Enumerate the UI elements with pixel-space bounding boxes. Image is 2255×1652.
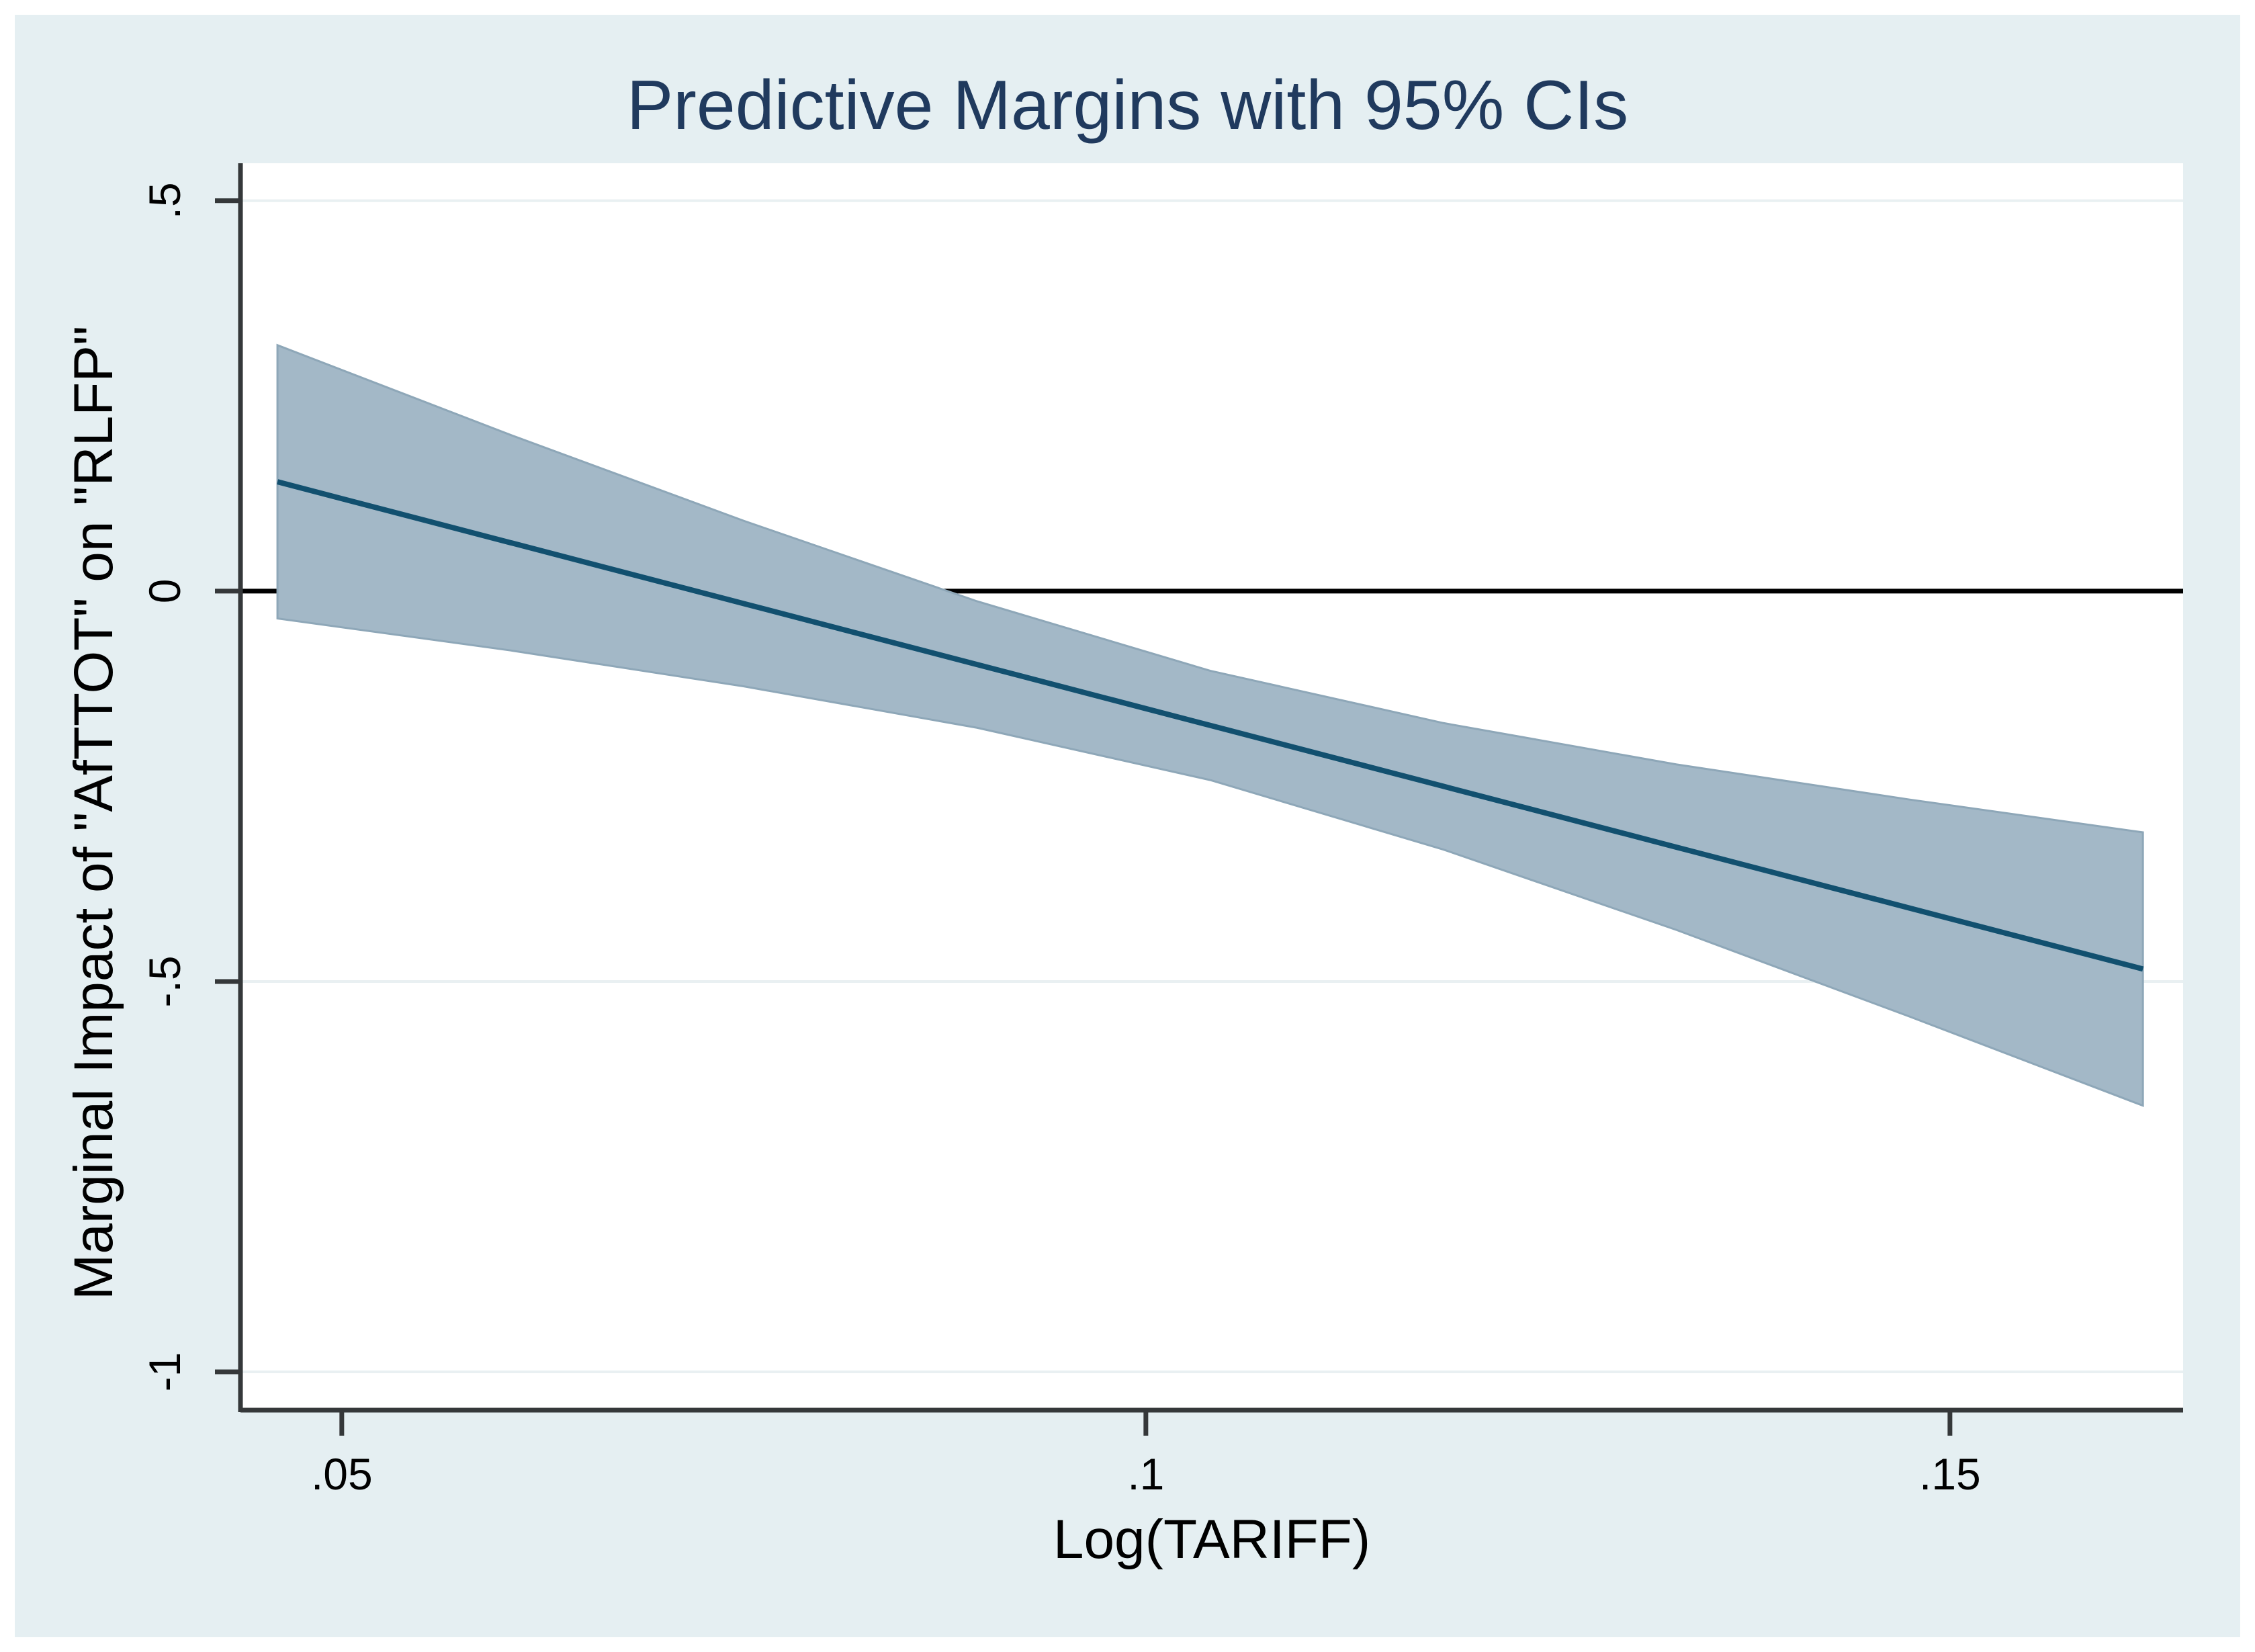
y-tick-label: 0	[140, 579, 189, 604]
x-tick-label: .05	[311, 1449, 373, 1499]
chart-title: Predictive Margins with 95% CIs	[626, 67, 1629, 144]
x-axis-label: Log(TARIFF)	[1053, 1509, 1371, 1570]
y-tick-label: -.5	[140, 955, 189, 1007]
margin-line	[277, 479, 2144, 972]
plot-background	[240, 163, 2183, 1410]
x-tick-label: .15	[1919, 1449, 1981, 1499]
x-tick-label: .1	[1127, 1449, 1164, 1499]
y-tick-label: -1	[140, 1352, 189, 1392]
y-tick-label: .5	[140, 182, 189, 219]
